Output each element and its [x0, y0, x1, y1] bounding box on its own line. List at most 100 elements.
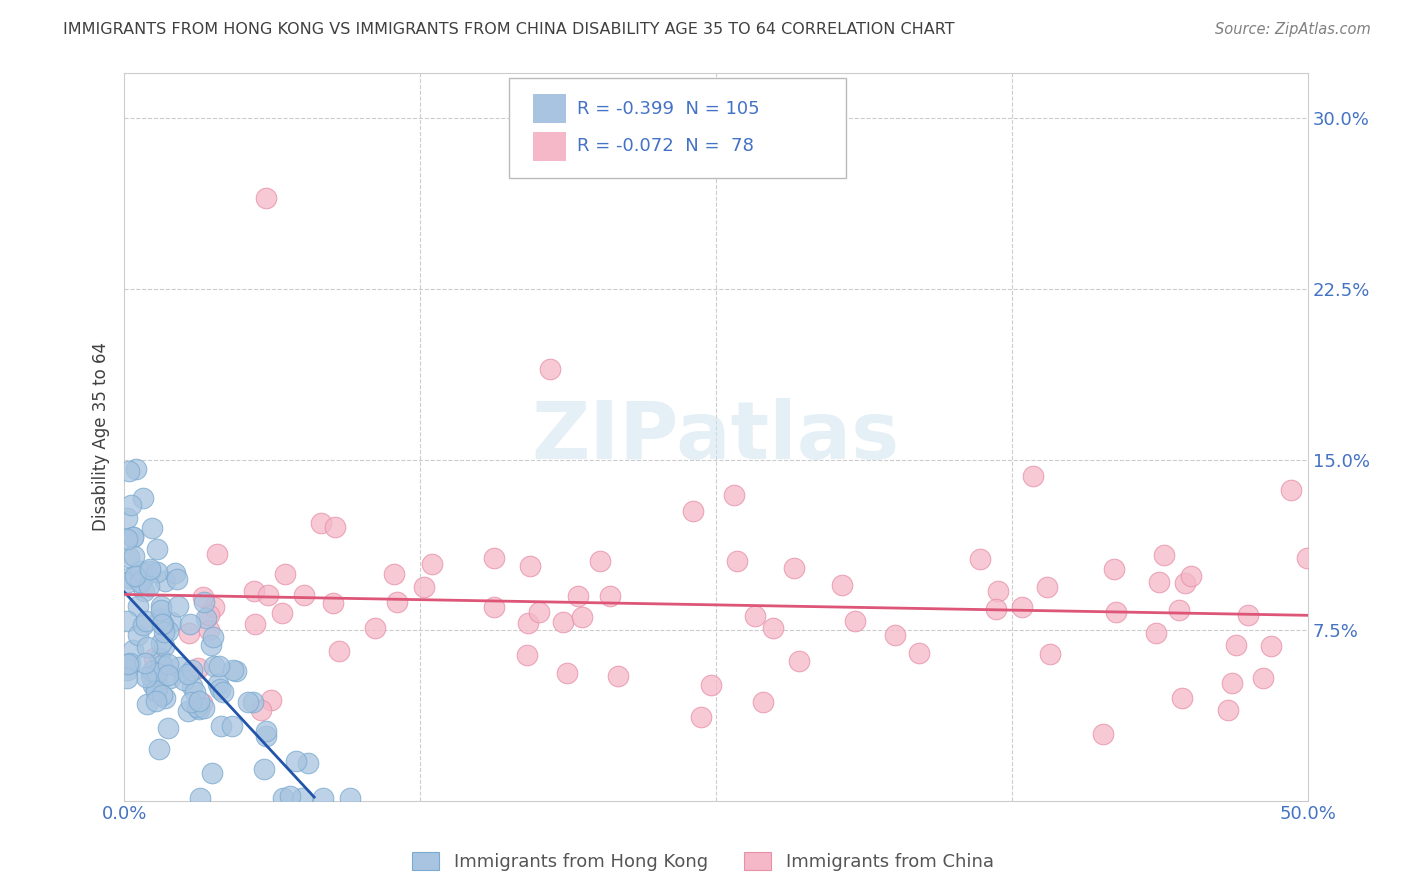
Text: R = -0.072  N =  78: R = -0.072 N = 78 — [578, 137, 755, 155]
Point — [186, 700, 208, 714]
Point — [571, 610, 593, 624]
Point — [193, 701, 215, 715]
Point — [309, 516, 332, 531]
Point — [1251, 671, 1274, 685]
Point — [115, 671, 138, 685]
Point — [183, 684, 205, 698]
Point — [135, 670, 157, 684]
Point — [883, 628, 905, 642]
Point — [150, 599, 173, 613]
Point — [242, 584, 264, 599]
Point — [129, 574, 152, 589]
Point — [152, 616, 174, 631]
Point — [752, 695, 775, 709]
Point — [323, 520, 346, 534]
Point — [115, 614, 138, 628]
Point — [139, 562, 162, 576]
Point — [831, 578, 853, 592]
Point — [222, 663, 245, 677]
Point — [187, 661, 209, 675]
Point — [115, 532, 138, 546]
Legend: Immigrants from Hong Kong, Immigrants from China: Immigrants from Hong Kong, Immigrants fr… — [405, 845, 1001, 879]
Point — [167, 599, 190, 614]
Point — [271, 791, 294, 805]
Point — [297, 756, 319, 770]
Bar — [533, 132, 565, 161]
Point — [124, 569, 146, 583]
Point — [744, 609, 766, 624]
Point — [1036, 580, 1059, 594]
Point — [1091, 727, 1114, 741]
Point — [136, 640, 159, 655]
Point — [538, 361, 561, 376]
Point — [128, 565, 150, 579]
Point — [420, 557, 443, 571]
Point — [146, 666, 169, 681]
Point — [516, 648, 538, 662]
Point — [142, 678, 165, 692]
Point — [132, 618, 155, 632]
Text: ZIPatlas: ZIPatlas — [531, 398, 900, 475]
Point — [163, 566, 186, 580]
Point — [412, 580, 434, 594]
Point — [311, 791, 333, 805]
Point — [986, 602, 1008, 616]
Point — [149, 636, 172, 650]
Point — [149, 603, 172, 617]
Point — [122, 549, 145, 563]
Point — [180, 695, 202, 709]
Point — [121, 530, 143, 544]
Point — [148, 742, 170, 756]
Point — [1167, 603, 1189, 617]
Y-axis label: Disability Age 35 to 64: Disability Age 35 to 64 — [93, 343, 110, 532]
Point — [156, 657, 179, 671]
FancyBboxPatch shape — [509, 78, 846, 178]
Point — [1295, 550, 1317, 565]
Point — [201, 766, 224, 780]
Point — [527, 605, 550, 619]
Point — [1180, 569, 1202, 583]
Point — [198, 623, 221, 637]
Point — [157, 624, 180, 638]
Point — [160, 615, 183, 629]
Point — [382, 567, 405, 582]
Point — [188, 791, 211, 805]
Point — [1260, 639, 1282, 653]
Point — [117, 657, 139, 672]
Point — [132, 571, 155, 585]
Point — [1222, 676, 1244, 690]
Point — [762, 621, 785, 635]
Point — [167, 660, 190, 674]
Point — [257, 588, 280, 602]
Point — [117, 510, 139, 524]
Point — [207, 659, 229, 673]
Point — [1039, 647, 1062, 661]
Point — [1153, 548, 1175, 562]
Point — [482, 600, 505, 615]
Point — [1011, 600, 1033, 615]
Point — [166, 572, 188, 586]
Point — [155, 574, 177, 588]
Point — [256, 729, 278, 743]
Point — [193, 595, 215, 609]
Point — [254, 191, 277, 205]
Point — [188, 694, 211, 708]
Point — [250, 703, 273, 717]
Point — [134, 583, 156, 598]
Point — [364, 622, 387, 636]
Point — [517, 615, 540, 630]
Point — [1022, 468, 1045, 483]
Point — [177, 667, 200, 681]
Point — [292, 588, 315, 602]
Point — [149, 651, 172, 665]
Point — [567, 589, 589, 603]
Point — [153, 640, 176, 654]
Point — [145, 565, 167, 579]
Point — [1144, 625, 1167, 640]
Point — [125, 462, 148, 476]
Point — [555, 665, 578, 680]
Point — [253, 762, 276, 776]
Point — [141, 669, 163, 683]
Point — [236, 695, 259, 709]
Point — [1216, 703, 1239, 717]
